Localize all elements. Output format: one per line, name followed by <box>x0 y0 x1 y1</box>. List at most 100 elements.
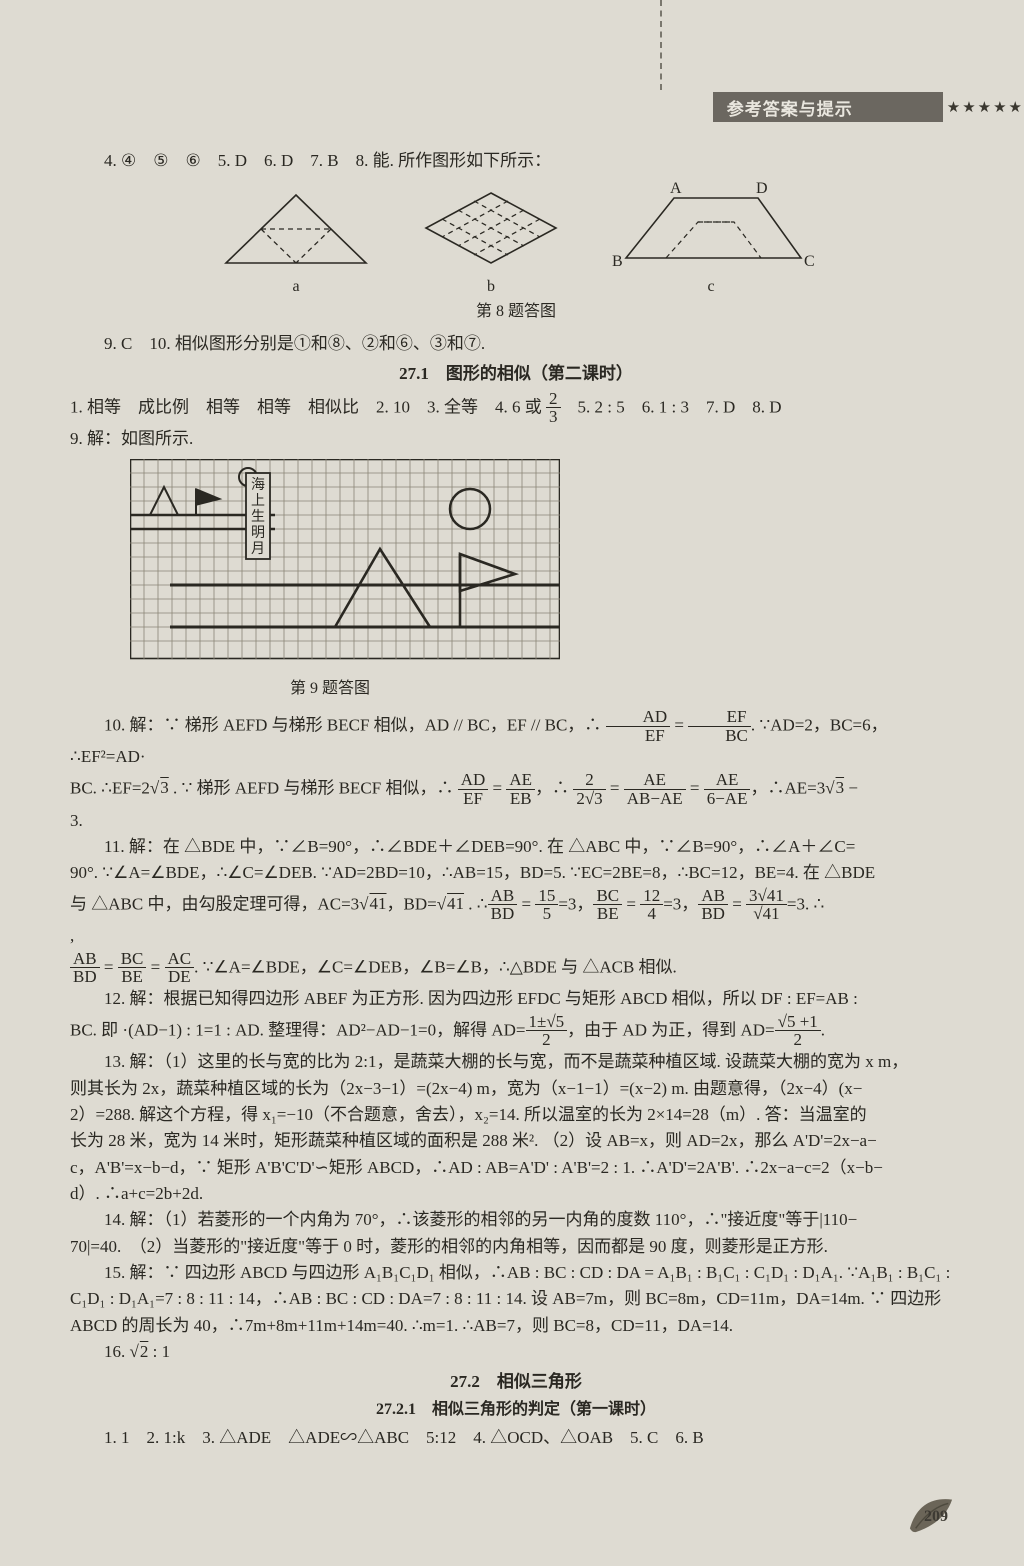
line-11-1: 11. 解：在 △BDE 中，∵∠B=90°，∴∠BDE＋∠DEB=90°. 在… <box>70 834 962 860</box>
sqrt: 3 <box>159 778 169 797</box>
t: ，∴ <box>535 778 573 797</box>
frac: EFBC <box>688 708 751 745</box>
t: 10. 解：∵ 梯形 AEFD 与梯形 BECF 相似，AD // BC，EF … <box>104 715 606 734</box>
fig9-caption: 第 9 题答图 <box>290 677 962 702</box>
section-27-1: 27.1 图形的相似（第二课时） <box>70 361 962 387</box>
t: ，BD=√ <box>387 894 447 913</box>
line-10sol-3: 3. <box>70 808 962 834</box>
frac-2-3: 23 <box>546 390 561 427</box>
t: = <box>728 894 746 913</box>
sqrt: 3 <box>835 778 845 797</box>
t: = <box>670 715 688 734</box>
frac: ADEF <box>606 708 671 745</box>
frac: ACDE <box>165 950 195 987</box>
answer-content: 4. ④ ⑤ ⑥ 5. D 6. D 7. B 8. 能. 所作图形如下所示： … <box>70 148 962 1451</box>
fig8-caption: 第 8 题答图 <box>70 300 962 325</box>
line-12-1: 12. 解：根据已知得四边形 ABEF 为正方形. 因为四边形 EFDC 与矩形… <box>70 986 962 1012</box>
t: 1. 相等 成比例 相等 相等 相似比 2. 10 3. 全等 4. 6 或 <box>70 397 546 416</box>
line-27-1-ans: 1. 相等 成比例 相等 相等 相似比 2. 10 3. 全等 4. 6 或 2… <box>70 390 962 427</box>
line-11-2: 90°. ∵∠A=∠BDE，∴∠C=∠DEB. ∵AD=2BD=10，∴AB=1… <box>70 860 962 886</box>
fig8-b-label: b <box>487 275 495 300</box>
header-stars: ★★★★★ <box>947 98 1024 117</box>
t: ，∴AE=3√ <box>750 778 834 797</box>
svg-text:海: 海 <box>251 477 265 493</box>
line-15-3: ABCD 的周长为 40，∴7m+8m+11m+14m=40. ∴m=1. ∴A… <box>70 1313 962 1339</box>
t: ，由于 AD 为正，得到 AD= <box>567 1020 774 1039</box>
line-13-6: d）. ∴a+c=2b+2d. <box>70 1181 962 1207</box>
line-9sol: 9. 解：如图所示. <box>70 426 962 452</box>
fig8-a-svg <box>216 183 376 273</box>
fig8-a: a <box>216 183 376 300</box>
line-13-2: 则其长为 2x，蔬菜种植区域的长为（2x−3−1）=(2x−4) m，宽为（x−… <box>70 1076 962 1102</box>
frac: √5 +12 <box>775 1013 821 1050</box>
fig8-a-label: a <box>292 275 299 300</box>
fig8-c: A D B C c <box>606 178 816 300</box>
frac: 1±√52 <box>526 1013 568 1050</box>
frac: 155 <box>535 887 558 924</box>
frac: ADEF <box>458 771 489 808</box>
fig8c-D: D <box>756 180 768 197</box>
t: . ∴ <box>464 894 488 913</box>
section-27-2: 27.2 相似三角形 <box>70 1369 962 1395</box>
sqrt: 41 <box>369 894 387 913</box>
t: =3. ∴ <box>787 894 824 913</box>
fig9-svg: 海 上 生 明 月 <box>130 459 560 669</box>
frac: ABBD <box>698 887 728 924</box>
sqrt: 41 <box>446 894 464 913</box>
t: = <box>488 778 506 797</box>
section-27-2-1: 27.2.1 相似三角形的判定（第一课时） <box>70 1398 962 1423</box>
line-15-2: C₁D₁ : D₁A₁=7 : 8 : 11 : 14，∴AB : BC : C… <box>70 1286 962 1312</box>
frac: 22√3 <box>573 771 605 808</box>
t: : 1 <box>148 1342 170 1361</box>
line-16: 16. √2 : 1 <box>70 1339 962 1365</box>
fig8c-C: C <box>804 253 815 270</box>
t: . <box>821 1020 825 1039</box>
line-12-2: BC. 即 ·(AD−1) : 1=1 : AD. 整理得：AD²−AD−1=0… <box>70 1013 962 1050</box>
line-13-5: c，A'B'=x−b−d，∵ 矩形 A'B'C'D'∽矩形 ABCD，∴AD :… <box>70 1155 962 1181</box>
frac: AEEB <box>506 771 535 808</box>
fig8-row: a b <box>70 178 962 300</box>
line-27-2-1-ans: 1. 1 2. 1:k 3. △ADE △ADE∽△ABC 5:12 4. △O… <box>70 1425 962 1451</box>
t: = <box>686 778 704 797</box>
t: 5. 2 : 5 6. 1 : 3 7. D 8. D <box>561 397 782 416</box>
page-number-value: 209 <box>924 1508 948 1526</box>
line-14-1: 14. 解：（1）若菱形的一个内角为 70°，∴该菱形的相邻的另一内角的度数 1… <box>70 1207 962 1233</box>
frac: ABBD <box>70 950 100 987</box>
t: − <box>844 778 858 797</box>
fig8-b-svg <box>416 183 566 273</box>
svg-text:生: 生 <box>251 509 265 525</box>
svg-text:上: 上 <box>251 493 265 509</box>
t: BC. ∴EF=2√ <box>70 778 159 797</box>
t: 与 △ABC 中，由勾股定理可得，AC=3√ <box>70 894 369 913</box>
fig8c-B: B <box>612 253 623 270</box>
line-14-2: 70|=40. （2）当菱形的"接近度"等于 0 时，菱形的相邻的内角相等，因而… <box>70 1234 962 1260</box>
grid-v <box>144 459 550 659</box>
svg-text:月: 月 <box>251 541 265 557</box>
t: = <box>622 894 640 913</box>
fig8-b: b <box>416 183 566 300</box>
line-15-1: 15. 解：∵ 四边形 ABCD 与四边形 A₁B₁C₁D₁ 相似，∴AB : … <box>70 1260 962 1286</box>
line-9-10: 9. C 10. 相似图形分别是①和⑧、②和⑥、③和⑦. <box>70 331 962 357</box>
page-cut-marker <box>660 0 662 90</box>
t: . ∵∠A=∠BDE，∠C=∠DEB，∠B=∠B，∴△BDE 与 △ACB 相似… <box>194 957 677 976</box>
line-4to8: 4. ④ ⑤ ⑥ 5. D 6. D 7. B 8. 能. 所作图形如下所示： <box>70 148 962 174</box>
frac: BCBE <box>593 887 622 924</box>
t: = <box>606 778 624 797</box>
fig9: 海 上 生 明 月 <box>130 459 962 677</box>
t: =3， <box>558 894 593 913</box>
line-11-3: 与 △ABC 中，由勾股定理可得，AC=3√41，BD=√41 . ∴ABBD … <box>70 887 962 924</box>
grid-h <box>130 473 560 641</box>
line-13-1: 13. 解：（1）这里的长与宽的比为 2:1，是蔬菜大棚的长与宽，而不是蔬菜种植… <box>70 1049 962 1075</box>
fig8-c-label: c <box>707 275 714 300</box>
line-13-3: 2）=288. 解这个方程，得 x₁=−10（不合题意，舍去），x₂=14. 所… <box>70 1102 962 1128</box>
svg-text:明: 明 <box>251 526 265 541</box>
frac: 3√41√41 <box>746 887 787 924</box>
sqrt: 2 <box>139 1342 149 1361</box>
header-title: 参考答案与提示 <box>713 92 943 122</box>
frac: 124 <box>640 887 663 924</box>
t: BC. 即 ·(AD−1) : 1=1 : AD. 整理得：AD²−AD−1=0… <box>70 1020 526 1039</box>
line-11-4: ABBD = BCBE = ACDE. ∵∠A=∠BDE，∠C=∠DEB，∠B=… <box>70 950 962 987</box>
fig8c-A: A <box>670 180 682 197</box>
t: = <box>100 957 118 976</box>
t: = <box>146 957 164 976</box>
